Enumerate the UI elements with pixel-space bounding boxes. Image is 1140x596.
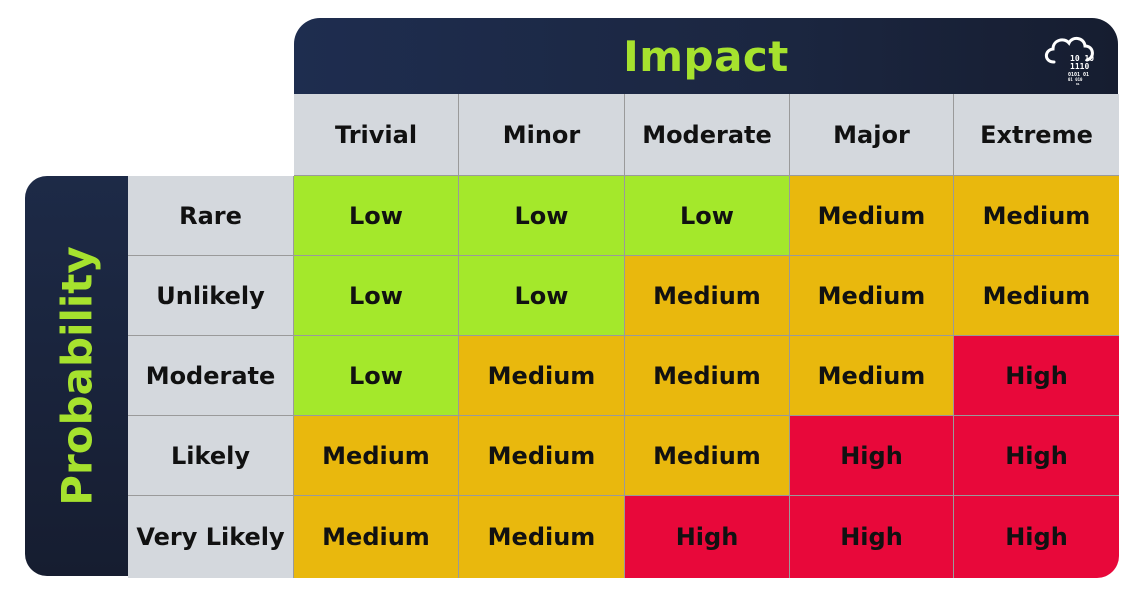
probability-level-likely: Likely <box>128 416 294 496</box>
risk-cell: Low <box>459 256 625 336</box>
impact-level-minor: Minor <box>459 94 625 176</box>
risk-cell: High <box>954 416 1119 496</box>
risk-cell: Low <box>294 336 459 416</box>
risk-cell: Medium <box>954 176 1119 256</box>
probability-level-moderate: Moderate <box>128 336 294 416</box>
risk-cell: Medium <box>625 416 790 496</box>
risk-cell: Low <box>459 176 625 256</box>
risk-cell: High <box>625 496 790 578</box>
probability-level-unlikely: Unlikely <box>128 256 294 336</box>
risk-cell: Medium <box>625 256 790 336</box>
logo-line-1: 10 10 <box>1070 54 1094 63</box>
impact-level-trivial: Trivial <box>294 94 459 176</box>
risk-cell: Low <box>294 176 459 256</box>
risk-cell: Medium <box>625 336 790 416</box>
logo-line-3: 0101 01 <box>1068 72 1089 78</box>
risk-cell: Medium <box>294 416 459 496</box>
probability-title: Probability <box>52 246 101 506</box>
matrix-corner <box>128 94 294 176</box>
probability-level-rare: Rare <box>128 176 294 256</box>
risk-cell: Medium <box>294 496 459 578</box>
probability-header: Probability <box>25 176 128 576</box>
risk-cell: Low <box>625 176 790 256</box>
risk-cell: Medium <box>790 256 954 336</box>
risk-cell: High <box>954 496 1119 578</box>
risk-cell: Medium <box>954 256 1119 336</box>
impact-level-extreme: Extreme <box>954 94 1119 176</box>
logo-line-2: 1110 <box>1070 62 1089 71</box>
risk-cell: Medium <box>459 496 625 578</box>
logo-line-5: 01 <box>1076 82 1080 86</box>
logo-line-4: 01 010 <box>1068 77 1083 82</box>
cloud-binary-icon: 10 10 1110 0101 01 01 010 01 <box>1044 37 1094 86</box>
risk-cell: Low <box>294 256 459 336</box>
impact-level-major: Major <box>790 94 954 176</box>
impact-header: Impact 10 10 1110 0101 01 01 010 01 <box>294 18 1118 94</box>
risk-matrix: Trivial Minor Moderate Major Extreme Rar… <box>128 94 1119 578</box>
risk-cell: High <box>954 336 1119 416</box>
risk-cell: Medium <box>459 336 625 416</box>
impact-level-moderate: Moderate <box>625 94 790 176</box>
impact-title: Impact <box>623 31 789 81</box>
probability-level-very-likely: Very Likely <box>128 496 294 578</box>
risk-cell: Medium <box>790 176 954 256</box>
risk-cell: High <box>790 416 954 496</box>
risk-cell: Medium <box>790 336 954 416</box>
risk-cell: High <box>790 496 954 578</box>
risk-cell: Medium <box>459 416 625 496</box>
